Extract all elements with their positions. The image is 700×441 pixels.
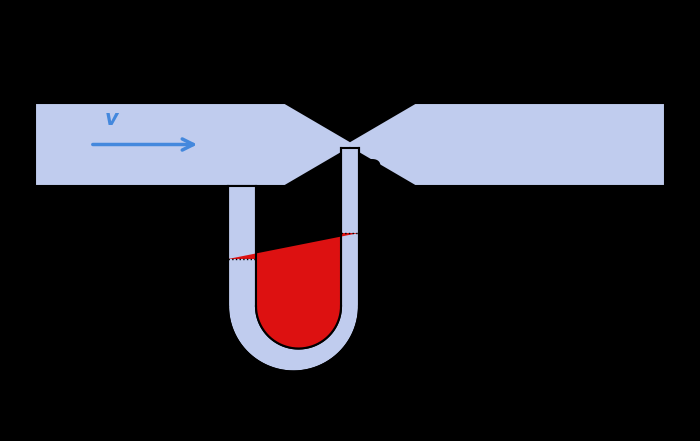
Polygon shape — [228, 233, 359, 348]
Polygon shape — [35, 103, 665, 186]
Text: 2: 2 — [361, 158, 383, 187]
Text: v: v — [105, 108, 118, 128]
Text: 1: 1 — [202, 201, 223, 230]
Polygon shape — [228, 148, 359, 371]
